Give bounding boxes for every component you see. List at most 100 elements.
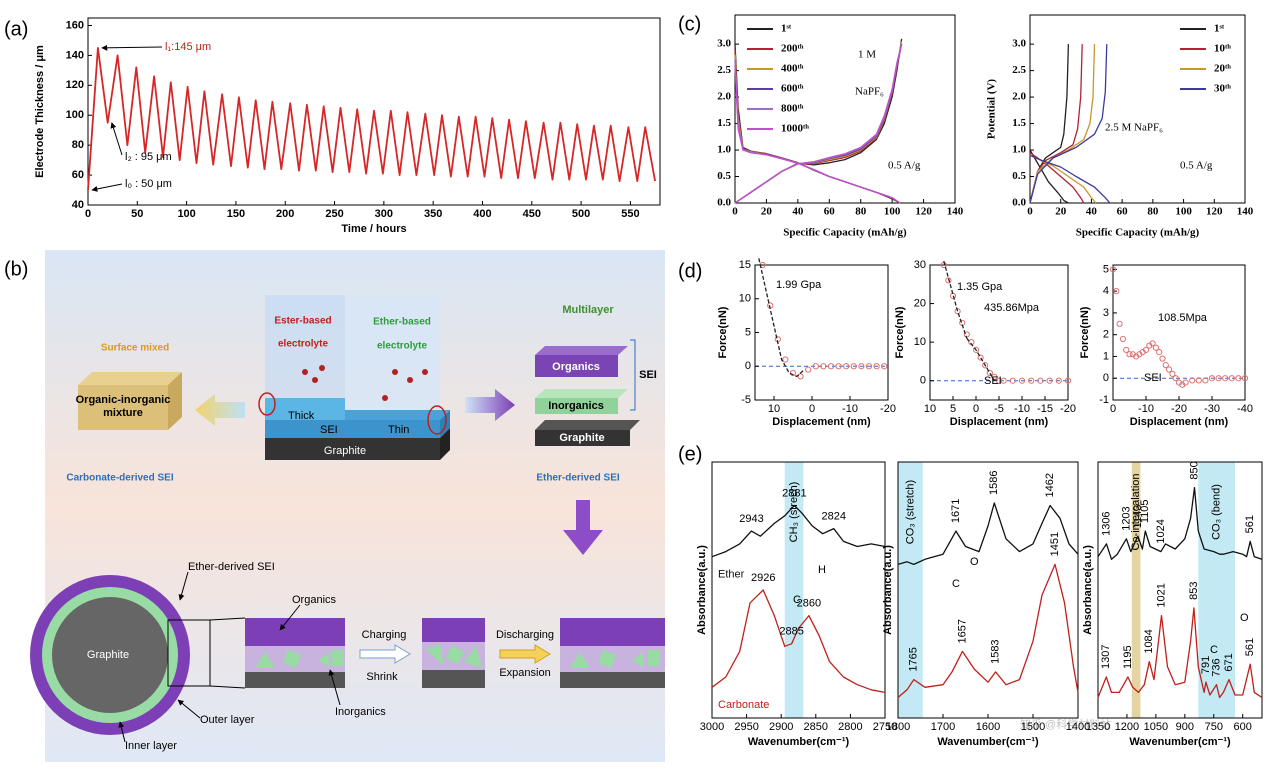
- x-tick-label: 2850: [804, 721, 828, 733]
- data-point: [1018, 377, 1026, 384]
- zoom-line: [209, 685, 246, 689]
- x-tick-label: 550: [621, 208, 639, 220]
- graphite-slab: [535, 430, 630, 446]
- x-tick-label: 0: [809, 403, 815, 415]
- data-point: [1064, 377, 1072, 384]
- y-axis-label: Absorbance(a.u.): [696, 545, 708, 635]
- label: Charging: [362, 629, 407, 641]
- y-tick-label: 140: [66, 49, 84, 61]
- panel-label: (a): [4, 18, 28, 40]
- y-axis-label: Force(nN): [894, 306, 906, 358]
- x-tick-label: -20: [1171, 403, 1187, 415]
- x-tick-label: 0: [1110, 403, 1116, 415]
- y-tick-label: 120: [66, 79, 84, 91]
- peak-label: 1451: [1049, 532, 1061, 556]
- y-tick-label: 1.0: [1012, 144, 1026, 156]
- y-tick-label: 0.0: [1012, 197, 1026, 209]
- data-point: [1037, 377, 1044, 384]
- y-tick-label: 160: [66, 19, 84, 31]
- peak-label: 671: [1223, 653, 1235, 671]
- data-point: [1241, 375, 1249, 382]
- label: Outer layer: [200, 714, 255, 726]
- data-point: [805, 366, 812, 373]
- peak-label: 1021: [1155, 583, 1167, 607]
- label: Inorganics: [335, 706, 386, 718]
- x-tick-label: 300: [375, 208, 393, 220]
- x-axis-label: Specific Capacity (mAh/g): [783, 227, 907, 239]
- x-tick-label: 120: [1206, 206, 1223, 218]
- x-tick-label: 20: [761, 206, 773, 218]
- peak-label: 1024: [1155, 519, 1167, 543]
- y-tick-label: -1: [1099, 394, 1109, 406]
- annotation: NaPF₆: [855, 86, 884, 98]
- sei-thick: [265, 398, 345, 420]
- x-tick-label: 0: [973, 403, 979, 415]
- x-tick-label: 1350: [1086, 721, 1110, 733]
- peak-label: 791: [1200, 656, 1212, 674]
- annotation: l₀ : 50 μm: [125, 178, 172, 190]
- annotation: 1.99 Gpa: [776, 279, 822, 291]
- peak-label: 1671: [950, 499, 962, 523]
- organics-slab: [535, 355, 618, 377]
- peak-label: 1586: [988, 470, 1000, 494]
- y-tick-label: 10: [914, 336, 926, 348]
- label: Thin: [388, 424, 409, 436]
- y-axis-label: Absorbance(a.u.): [882, 545, 894, 635]
- x-tick-label: 140: [947, 206, 964, 218]
- y-tick-label: -5: [741, 394, 751, 406]
- y-tick-label: 100: [66, 109, 84, 121]
- annotation: l₂ : 95 μm: [125, 151, 172, 163]
- data-point: [1028, 377, 1035, 384]
- annotation: O: [1240, 612, 1249, 624]
- peak-label: 736: [1210, 658, 1222, 676]
- plot-frame: [711, 461, 886, 719]
- x-tick-label: 450: [523, 208, 541, 220]
- label: SEI: [639, 369, 657, 381]
- x-tick-label: -20: [1060, 403, 1076, 415]
- label: mixture: [103, 407, 143, 419]
- label: Graphite: [559, 432, 604, 444]
- annotation: H: [818, 564, 826, 576]
- x-tick-label: 40: [792, 206, 804, 218]
- peak-label: 2943: [739, 513, 763, 525]
- peak-label: 561: [1244, 515, 1256, 533]
- x-axis-label: Wavenumber(cm⁻¹): [937, 736, 1039, 748]
- data-point: [1202, 377, 1209, 384]
- x-tick-label: 0: [732, 206, 738, 218]
- x-tick-label: 1200: [1115, 721, 1139, 733]
- annotation-arrow: [91, 183, 123, 192]
- x-tick-label: 10: [924, 403, 936, 415]
- x-tick-label: 3000: [700, 721, 724, 733]
- label: Ether-derived SEI: [188, 561, 275, 573]
- y-tick-label: 1.5: [717, 117, 731, 129]
- data-point: [1159, 355, 1166, 362]
- peak-label: 561: [1244, 638, 1256, 656]
- label: Discharging: [496, 629, 554, 641]
- data-point: [1189, 377, 1196, 384]
- series-line: [734, 43, 903, 204]
- data-point: [954, 308, 961, 315]
- data-point: [1109, 266, 1117, 273]
- y-axis-label: Force(nN): [1079, 306, 1091, 358]
- label: Carbonate-derived SEI: [66, 473, 173, 484]
- molecules: [302, 365, 428, 401]
- x-tick-label: 100: [884, 206, 901, 218]
- label: Inorganics: [548, 400, 604, 412]
- peak-label: 1105: [1139, 499, 1151, 523]
- x-tick-label: -30: [1204, 403, 1220, 415]
- y-tick-label: 60: [72, 169, 84, 181]
- y-tick-label: 5: [745, 326, 751, 338]
- annotation: 1 M: [858, 49, 876, 61]
- series-line: [734, 43, 903, 204]
- annotation: 1.35 Gpa: [957, 281, 1003, 293]
- series-line: [711, 504, 886, 558]
- plot-frame: [87, 17, 661, 206]
- legend-label: 1ˢᵗ: [1214, 23, 1225, 35]
- legend-label: 20ᵗʰ: [1214, 63, 1231, 75]
- y-axis-label: Absorbance(a.u.): [1082, 545, 1094, 635]
- peak-label: 2885: [779, 626, 803, 638]
- x-tick-label: 1700: [931, 721, 955, 733]
- x-axis-label: Displacement (nm): [1130, 416, 1229, 428]
- annotation: C: [793, 594, 801, 606]
